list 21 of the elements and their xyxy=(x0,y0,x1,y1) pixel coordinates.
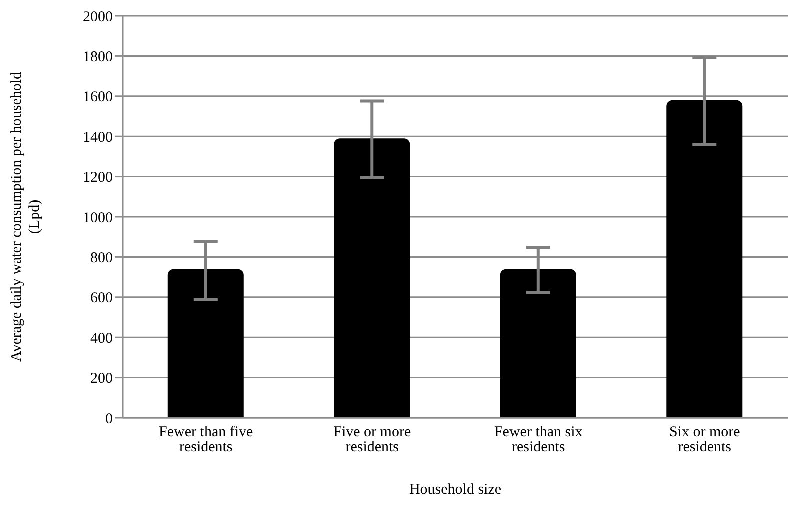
x-tick-label: Fewer than six residents xyxy=(494,424,584,456)
bar xyxy=(666,100,743,418)
y-tick-label: 1600 xyxy=(83,90,113,106)
bar xyxy=(500,269,576,418)
y-tick-label: 800 xyxy=(90,250,113,267)
x-tick-label: Fewer than five residents xyxy=(159,424,254,456)
y-tick-label: 0 xyxy=(106,411,113,428)
y-tick-label: 1000 xyxy=(83,210,113,226)
x-axis-title: Household size xyxy=(409,482,502,498)
y-tick-label: 1800 xyxy=(83,50,113,66)
bar xyxy=(168,269,244,418)
bar xyxy=(334,138,410,418)
y-tick-label: 2000 xyxy=(83,9,113,26)
y-tick-label: 400 xyxy=(90,330,113,347)
y-tick-label: 1200 xyxy=(83,170,113,186)
x-tick-label: Six or more residents xyxy=(669,424,741,456)
y-axis-title: Average daily water consumption per household (Lpd) xyxy=(9,71,43,362)
y-tick-label: 600 xyxy=(90,290,113,307)
y-tick-label: 1400 xyxy=(83,130,113,146)
x-tick-label: Five or more residents xyxy=(334,424,412,456)
y-tick-label: 200 xyxy=(90,371,113,388)
